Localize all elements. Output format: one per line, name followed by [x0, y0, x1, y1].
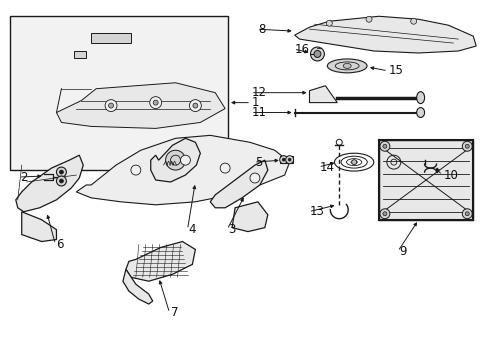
Ellipse shape [343, 63, 350, 68]
Circle shape [220, 163, 230, 173]
Polygon shape [378, 140, 472, 220]
Circle shape [279, 156, 287, 164]
FancyBboxPatch shape [10, 16, 228, 170]
Circle shape [153, 100, 158, 105]
Polygon shape [279, 156, 292, 163]
Text: 14: 14 [319, 161, 334, 174]
Circle shape [464, 144, 468, 148]
Circle shape [379, 209, 389, 219]
Circle shape [108, 103, 113, 108]
Circle shape [461, 141, 471, 151]
Circle shape [192, 103, 198, 108]
Text: 2: 2 [20, 171, 27, 184]
Circle shape [464, 212, 468, 216]
Circle shape [60, 179, 63, 183]
Text: 13: 13 [309, 205, 324, 218]
Circle shape [180, 155, 190, 165]
Ellipse shape [416, 92, 424, 104]
Text: 16: 16 [294, 42, 309, 55]
Circle shape [105, 100, 117, 112]
Polygon shape [309, 86, 337, 103]
Text: 5: 5 [254, 156, 262, 168]
Circle shape [165, 150, 185, 170]
Circle shape [386, 155, 400, 169]
Circle shape [56, 176, 66, 186]
Circle shape [149, 96, 162, 109]
Text: 12: 12 [251, 86, 266, 99]
Text: 4: 4 [188, 223, 196, 236]
Text: 6: 6 [56, 238, 64, 251]
Ellipse shape [326, 59, 366, 73]
Circle shape [131, 165, 141, 175]
Text: 10: 10 [443, 168, 457, 181]
Circle shape [189, 100, 201, 112]
Text: 7: 7 [170, 306, 178, 319]
Ellipse shape [416, 108, 424, 117]
Text: 1: 1 [251, 96, 259, 109]
Circle shape [310, 47, 324, 61]
Circle shape [287, 158, 290, 161]
Text: 8: 8 [257, 23, 264, 36]
Circle shape [325, 20, 332, 26]
Circle shape [282, 158, 285, 161]
Circle shape [382, 212, 386, 216]
Circle shape [461, 209, 471, 219]
Polygon shape [122, 269, 152, 304]
Circle shape [382, 144, 386, 148]
Text: 3: 3 [228, 223, 235, 236]
Polygon shape [210, 160, 267, 208]
Circle shape [410, 18, 416, 24]
Polygon shape [16, 155, 83, 212]
Circle shape [313, 50, 320, 58]
Circle shape [366, 16, 371, 22]
Circle shape [56, 167, 66, 177]
Polygon shape [74, 51, 86, 58]
Circle shape [60, 170, 63, 174]
Polygon shape [76, 135, 289, 205]
Text: 11: 11 [251, 106, 266, 119]
Polygon shape [91, 33, 131, 43]
Polygon shape [56, 83, 224, 129]
Text: 15: 15 [388, 64, 403, 77]
Circle shape [379, 141, 389, 151]
Circle shape [351, 159, 356, 165]
Polygon shape [232, 202, 267, 231]
Text: 9: 9 [398, 245, 406, 258]
Polygon shape [126, 242, 195, 281]
Polygon shape [150, 138, 200, 182]
Polygon shape [294, 16, 475, 53]
Circle shape [285, 156, 293, 164]
Polygon shape [21, 212, 56, 242]
Circle shape [249, 173, 259, 183]
